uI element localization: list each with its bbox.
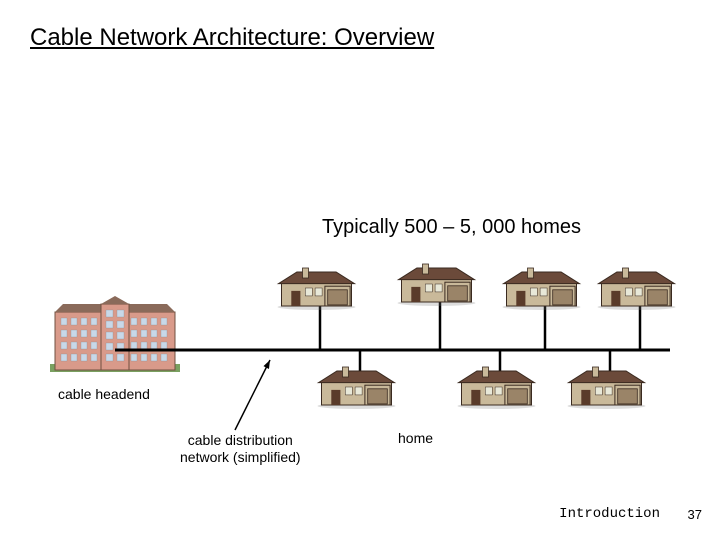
network-diagram (0, 0, 720, 540)
